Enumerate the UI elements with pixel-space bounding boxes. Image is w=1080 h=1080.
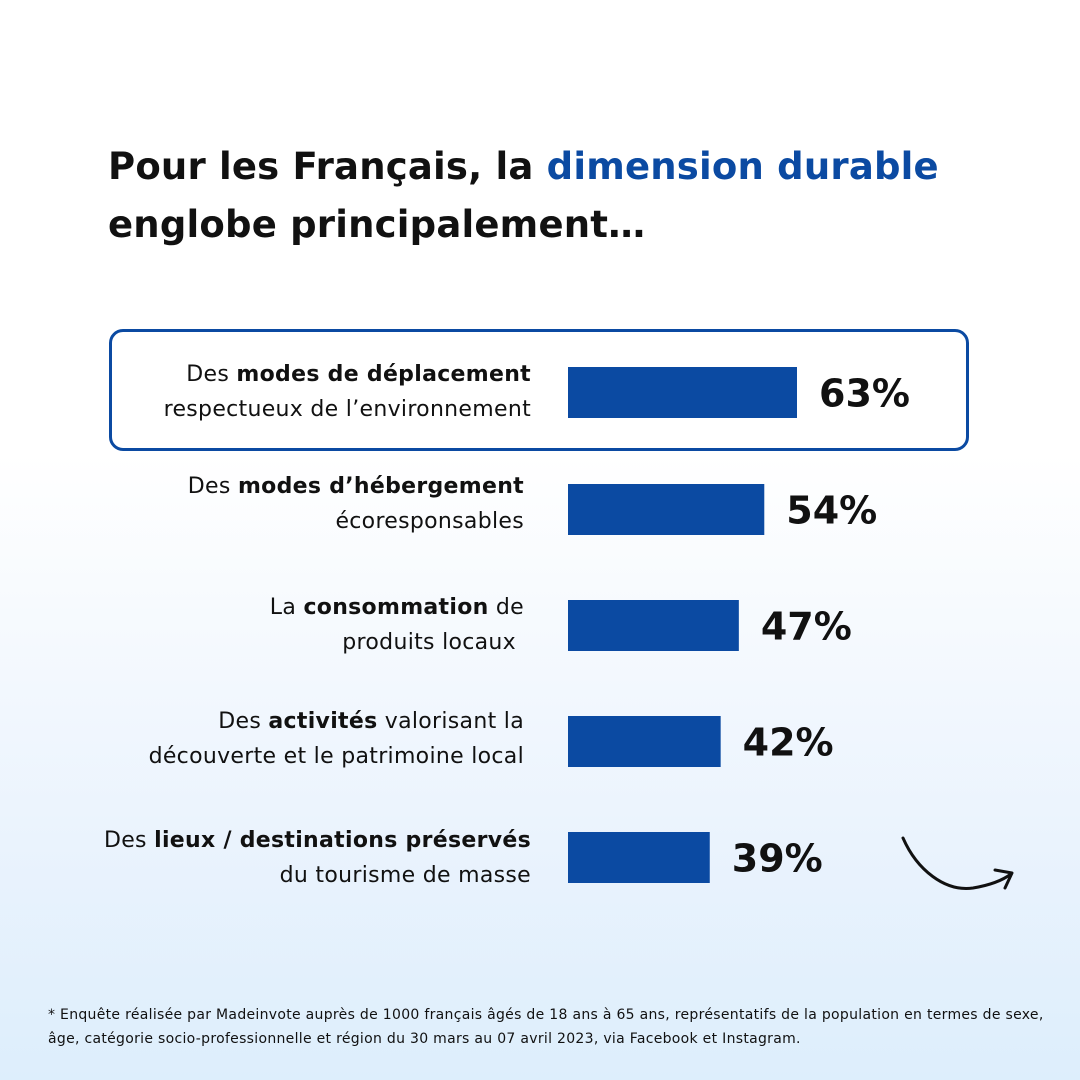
- category-label-4-line2: découverte et le patrimoine local: [148, 744, 524, 769]
- value-label-4: 42%: [743, 721, 834, 765]
- category-label-5: Des lieux / destinations préservés du to…: [104, 823, 531, 893]
- category-label-5-line2: du tourisme de masse: [279, 863, 531, 888]
- category-label-2: Des modes d’hébergement écoresponsables: [188, 469, 524, 539]
- bar-1: [568, 367, 797, 418]
- category-label-1-pre: Des: [186, 362, 237, 387]
- category-label-4-pre: Des: [218, 709, 269, 734]
- title-part1: Pour les Français, la: [108, 145, 547, 188]
- value-label-1: 63%: [819, 372, 910, 416]
- bar-4: [568, 716, 721, 767]
- bar-2: [568, 484, 765, 535]
- category-label-3-pre: La: [269, 595, 304, 620]
- value-label-2: 54%: [786, 489, 877, 533]
- category-label-2-pre: Des: [187, 474, 238, 499]
- title-accent: dimension durable: [546, 145, 939, 188]
- category-label-2-bold: modes d’hébergement: [237, 474, 524, 499]
- bar-3: [568, 600, 739, 651]
- title-part2: englobe principalement…: [108, 203, 646, 246]
- category-label-1-line2: respectueux de l’environnement: [163, 397, 531, 422]
- category-label-3-line2: produits locaux: [342, 630, 516, 655]
- category-label-3-bold: consommation: [303, 595, 489, 620]
- category-label-3-post: de: [488, 595, 524, 620]
- category-label-5-pre: Des: [103, 828, 155, 853]
- category-label-4: Des activités valorisant la découverte e…: [149, 704, 524, 774]
- category-label-3: La consommation de produits locaux: [270, 590, 524, 660]
- footnote: * Enquête réalisée par Madeinvote auprès…: [48, 1007, 1044, 1047]
- chart-title: Pour les Français, la dimension durable e…: [108, 138, 988, 254]
- value-label-5: 39%: [732, 837, 823, 881]
- bar-5: [568, 832, 710, 883]
- category-label-4-post: valorisant la: [377, 709, 524, 734]
- category-label-1-bold: modes de déplacement: [236, 362, 531, 387]
- category-label-2-line2: écoresponsables: [335, 509, 524, 534]
- highlight-box: [109, 329, 969, 451]
- curved-arrow-icon: [901, 836, 1014, 890]
- category-label-1: Des modes de déplacement respectueux de …: [164, 357, 531, 427]
- category-label-4-bold: activités: [268, 709, 378, 734]
- value-label-3: 47%: [761, 605, 852, 649]
- category-label-5-bold: lieux / destinations préservés: [154, 828, 531, 853]
